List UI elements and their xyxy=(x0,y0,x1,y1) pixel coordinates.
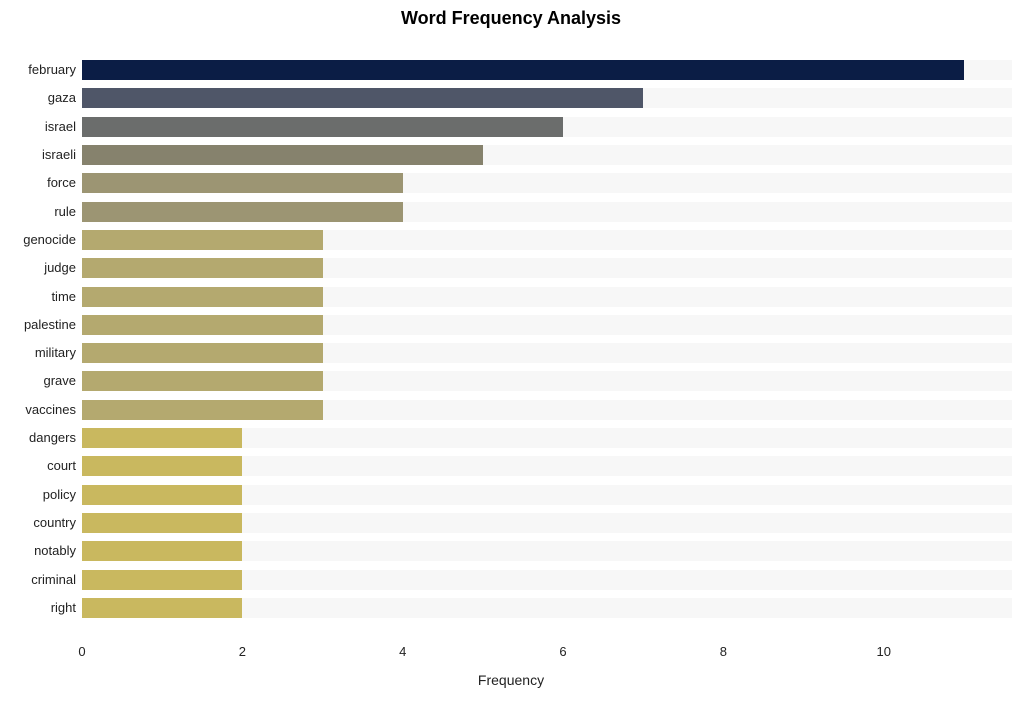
y-tick-label: judge xyxy=(44,258,76,278)
y-tick-label: february xyxy=(28,60,76,80)
bar xyxy=(82,371,323,391)
y-tick-label: israel xyxy=(45,117,76,137)
bar xyxy=(82,400,323,420)
bar xyxy=(82,485,242,505)
bar xyxy=(82,287,323,307)
x-tick-label: 8 xyxy=(720,644,727,659)
y-tick-label: country xyxy=(33,513,76,533)
y-tick-label: vaccines xyxy=(25,400,76,420)
x-axis-label: Frequency xyxy=(0,672,1022,688)
bar xyxy=(82,202,403,222)
bar xyxy=(82,428,242,448)
bar xyxy=(82,456,242,476)
bar xyxy=(82,230,323,250)
y-tick-label: palestine xyxy=(24,315,76,335)
y-tick-label: military xyxy=(35,343,76,363)
y-tick-label: israeli xyxy=(42,145,76,165)
chart-title: Word Frequency Analysis xyxy=(0,8,1022,29)
y-tick-label: gaza xyxy=(48,88,76,108)
bar xyxy=(82,315,323,335)
y-tick-label: dangers xyxy=(29,428,76,448)
x-tick-label: 4 xyxy=(399,644,406,659)
x-tick-label: 6 xyxy=(559,644,566,659)
bar xyxy=(82,258,323,278)
bar xyxy=(82,513,242,533)
bar xyxy=(82,145,483,165)
word-frequency-chart: Word Frequency Analysis Frequency februa… xyxy=(0,0,1022,701)
bar xyxy=(82,570,242,590)
x-tick-label: 0 xyxy=(78,644,85,659)
y-tick-label: grave xyxy=(43,371,76,391)
y-tick-label: criminal xyxy=(31,570,76,590)
x-tick-label: 2 xyxy=(239,644,246,659)
bar xyxy=(82,541,242,561)
bar xyxy=(82,343,323,363)
x-tick-label: 10 xyxy=(876,644,890,659)
y-tick-label: notably xyxy=(34,541,76,561)
y-tick-label: genocide xyxy=(23,230,76,250)
bar xyxy=(82,598,242,618)
bar xyxy=(82,117,563,137)
bar xyxy=(82,173,403,193)
y-tick-label: right xyxy=(51,598,76,618)
y-tick-label: court xyxy=(47,456,76,476)
y-tick-label: rule xyxy=(54,202,76,222)
plot-area xyxy=(82,38,1012,638)
y-tick-label: time xyxy=(51,287,76,307)
bar xyxy=(82,88,643,108)
y-tick-label: policy xyxy=(43,485,76,505)
y-tick-label: force xyxy=(47,173,76,193)
bar xyxy=(82,60,964,80)
